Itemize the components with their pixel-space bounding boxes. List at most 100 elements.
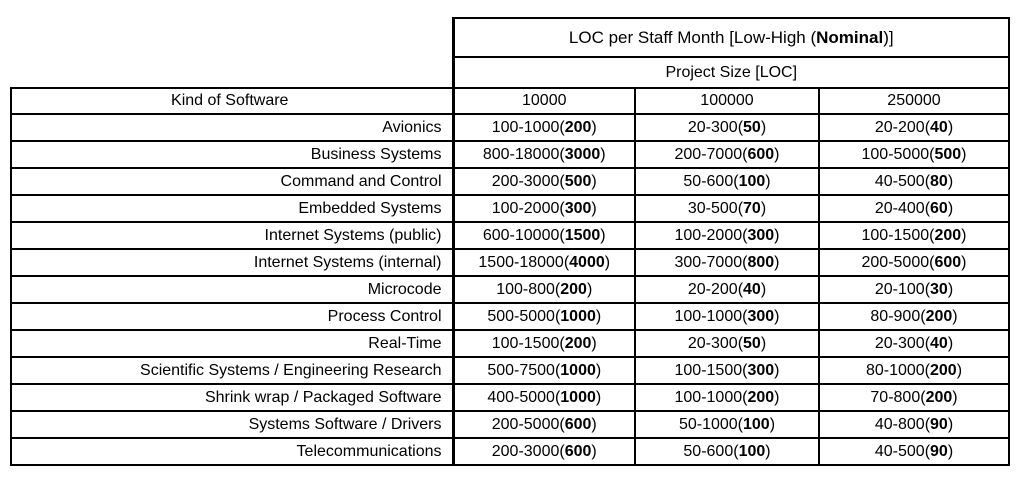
loc-nominal: 40 <box>738 281 766 298</box>
loc-range: 1500-18000 <box>478 253 564 271</box>
loc-nominal: 90 <box>925 416 953 433</box>
loc-cell: 100-2000300 <box>634 221 820 250</box>
loc-cell: 50-1000100 <box>634 410 820 439</box>
loc-cell: 20-40060 <box>818 194 1010 223</box>
column-header-row: Kind of Software 10000 100000 250000 <box>10 87 1010 115</box>
loc-nominal: 80 <box>925 173 953 190</box>
loc-cell: 100-800200 <box>451 275 636 304</box>
loc-range: 20-200 <box>687 280 738 298</box>
loc-cell: 100-1000200 <box>634 383 820 412</box>
table-title-suffix: )] <box>883 27 894 47</box>
loc-cell: 50-600100 <box>634 437 820 466</box>
loc-nominal: 300 <box>742 227 779 244</box>
size-column-250000: 250000 <box>818 87 1010 115</box>
loc-range: 200-7000 <box>674 145 743 163</box>
table-row: Internet Systems (internal)1500-18000400… <box>10 248 1010 277</box>
loc-range: 20-100 <box>874 280 925 298</box>
loc-nominal: 50 <box>738 119 766 136</box>
table-title-prefix: LOC per Staff Month [Low-High ( <box>568 27 817 47</box>
loc-nominal: 60 <box>925 200 953 217</box>
loc-nominal: 200 <box>555 281 592 298</box>
loc-cell: 200-3000600 <box>451 437 636 466</box>
loc-nominal: 500 <box>559 173 596 190</box>
loc-range: 30-500 <box>687 199 738 217</box>
table-row: Internet Systems (public)600-10000150010… <box>10 221 1010 250</box>
loc-range: 80-900 <box>870 307 921 325</box>
loc-nominal: 40 <box>925 335 953 352</box>
loc-range: 400-5000 <box>487 388 555 406</box>
loc-range: 80-1000 <box>865 361 925 379</box>
loc-cell: 600-100001500 <box>451 221 636 250</box>
loc-range: 100-2000 <box>491 199 560 217</box>
loc-nominal: 1000 <box>555 389 601 406</box>
table-row: Telecommunications200-300060050-60010040… <box>10 437 1010 466</box>
loc-cell: 20-30050 <box>634 329 820 358</box>
size-column-100000: 100000 <box>634 87 820 115</box>
loc-range: 300-7000 <box>674 253 743 271</box>
size-column-10000: 10000 <box>451 87 636 115</box>
loc-range: 70-800 <box>870 388 921 406</box>
loc-nominal: 100 <box>733 173 770 190</box>
table-row: Scientific Systems / Engineering Researc… <box>10 356 1010 385</box>
loc-nominal: 40 <box>925 119 953 136</box>
loc-range: 500-7500 <box>487 361 555 379</box>
kind-of-software-header: Kind of Software <box>10 87 454 115</box>
loc-range: 20-400 <box>874 199 925 217</box>
table-row: Systems Software / Drivers200-500060050-… <box>10 410 1010 439</box>
loc-cell: 70-800200 <box>818 383 1010 412</box>
loc-cell: 100-1000200 <box>451 113 636 142</box>
loc-cell: 500-50001000 <box>451 302 636 331</box>
loc-nominal: 50 <box>738 335 766 352</box>
kind-of-software-label: Microcode <box>10 275 454 304</box>
loc-nominal: 70 <box>738 200 766 217</box>
kind-of-software-label: Scientific Systems / Engineering Researc… <box>10 356 454 385</box>
kind-of-software-label: Real-Time <box>10 329 454 358</box>
loc-cell: 1500-180004000 <box>451 248 636 277</box>
loc-range: 100-800 <box>496 280 555 298</box>
loc-cell: 100-2000300 <box>451 194 636 223</box>
loc-nominal: 600 <box>742 146 779 163</box>
loc-nominal: 200 <box>929 227 966 244</box>
loc-nominal: 200 <box>925 362 962 379</box>
loc-range: 200-3000 <box>491 442 560 460</box>
loc-range: 100-1000 <box>491 118 560 136</box>
loc-cell: 200-3000500 <box>451 167 636 196</box>
loc-nominal: 600 <box>929 254 966 271</box>
loc-range: 40-800 <box>874 415 925 433</box>
loc-cell: 20-20040 <box>634 275 820 304</box>
loc-nominal: 200 <box>742 389 779 406</box>
loc-range: 200-5000 <box>491 415 560 433</box>
loc-range: 100-1000 <box>674 307 743 325</box>
loc-cell: 200-5000600 <box>818 248 1010 277</box>
loc-cell: 40-50080 <box>818 167 1010 196</box>
loc-range: 100-1500 <box>861 226 930 244</box>
loc-nominal: 300 <box>742 308 779 325</box>
loc-nominal: 200 <box>559 119 596 136</box>
loc-range: 20-300 <box>874 334 925 352</box>
loc-per-staff-month-table: LOC per Staff Month [Low-High (Nominal)]… <box>10 17 1010 466</box>
kind-of-software-label: Embedded Systems <box>10 194 454 223</box>
loc-range: 200-5000 <box>861 253 930 271</box>
top-left-empty-area <box>11 18 453 57</box>
loc-cell: 200-7000600 <box>634 140 820 169</box>
loc-range: 50-600 <box>683 442 734 460</box>
table-row: Command and Control200-300050050-6001004… <box>10 167 1010 196</box>
loc-cell: 200-5000600 <box>451 410 636 439</box>
loc-nominal: 800 <box>742 254 779 271</box>
loc-cell: 80-900200 <box>818 302 1010 331</box>
loc-nominal: 600 <box>559 416 596 433</box>
loc-range: 600-10000 <box>482 226 560 244</box>
loc-nominal: 600 <box>559 443 596 460</box>
loc-cell: 100-1500200 <box>818 221 1010 250</box>
top-left-empty-area <box>11 57 453 88</box>
subtitle-row: Project Size [LOC] <box>11 56 1010 89</box>
loc-cell: 80-1000200 <box>818 356 1010 385</box>
kind-of-software-label: Process Control <box>10 302 454 331</box>
kind-of-software-label: Avionics <box>10 113 454 142</box>
loc-nominal: 500 <box>929 146 966 163</box>
loc-range: 40-500 <box>874 442 925 460</box>
